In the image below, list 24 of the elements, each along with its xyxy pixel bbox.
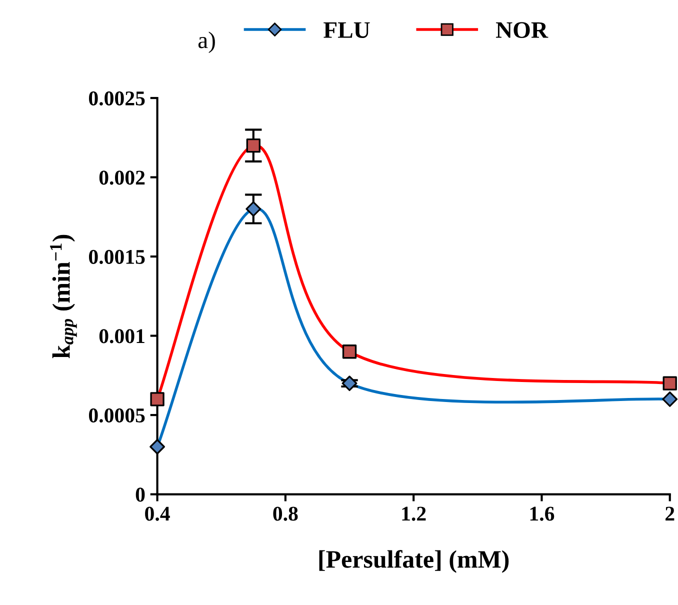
y-axis-title: k$_{app}$ (min$^{−1}$) — [50, 234, 77, 358]
legend-label: FLU — [324, 22, 370, 38]
y-tick-label: 0.001 — [99, 329, 144, 344]
point — [662, 391, 678, 407]
point — [342, 344, 357, 359]
chart-title: a) — [198, 32, 215, 54]
y-tick-label: 0.0025 — [88, 91, 145, 106]
y-tick-label: 0.0015 — [88, 250, 145, 264]
x-tick-label: 0.4 — [145, 506, 170, 521]
y-tick-label: 0.0005 — [88, 408, 145, 423]
y-tick-label: 0 — [136, 488, 145, 502]
point — [662, 376, 677, 390]
x-tick-label: 0.8 — [273, 506, 298, 521]
x-tick-label: 1.6 — [530, 506, 554, 521]
y-tick-label: 0.002 — [99, 170, 145, 185]
x-tick-label: 1.2 — [402, 506, 426, 521]
legend-label: NOR — [496, 22, 548, 38]
point — [342, 376, 358, 392]
point — [150, 439, 166, 454]
x-axis-title: [Persulfate] (mM) — [319, 550, 509, 573]
point — [246, 201, 262, 217]
point — [246, 138, 260, 153]
x-tick-label: 2 — [666, 506, 674, 521]
point — [150, 392, 164, 406]
